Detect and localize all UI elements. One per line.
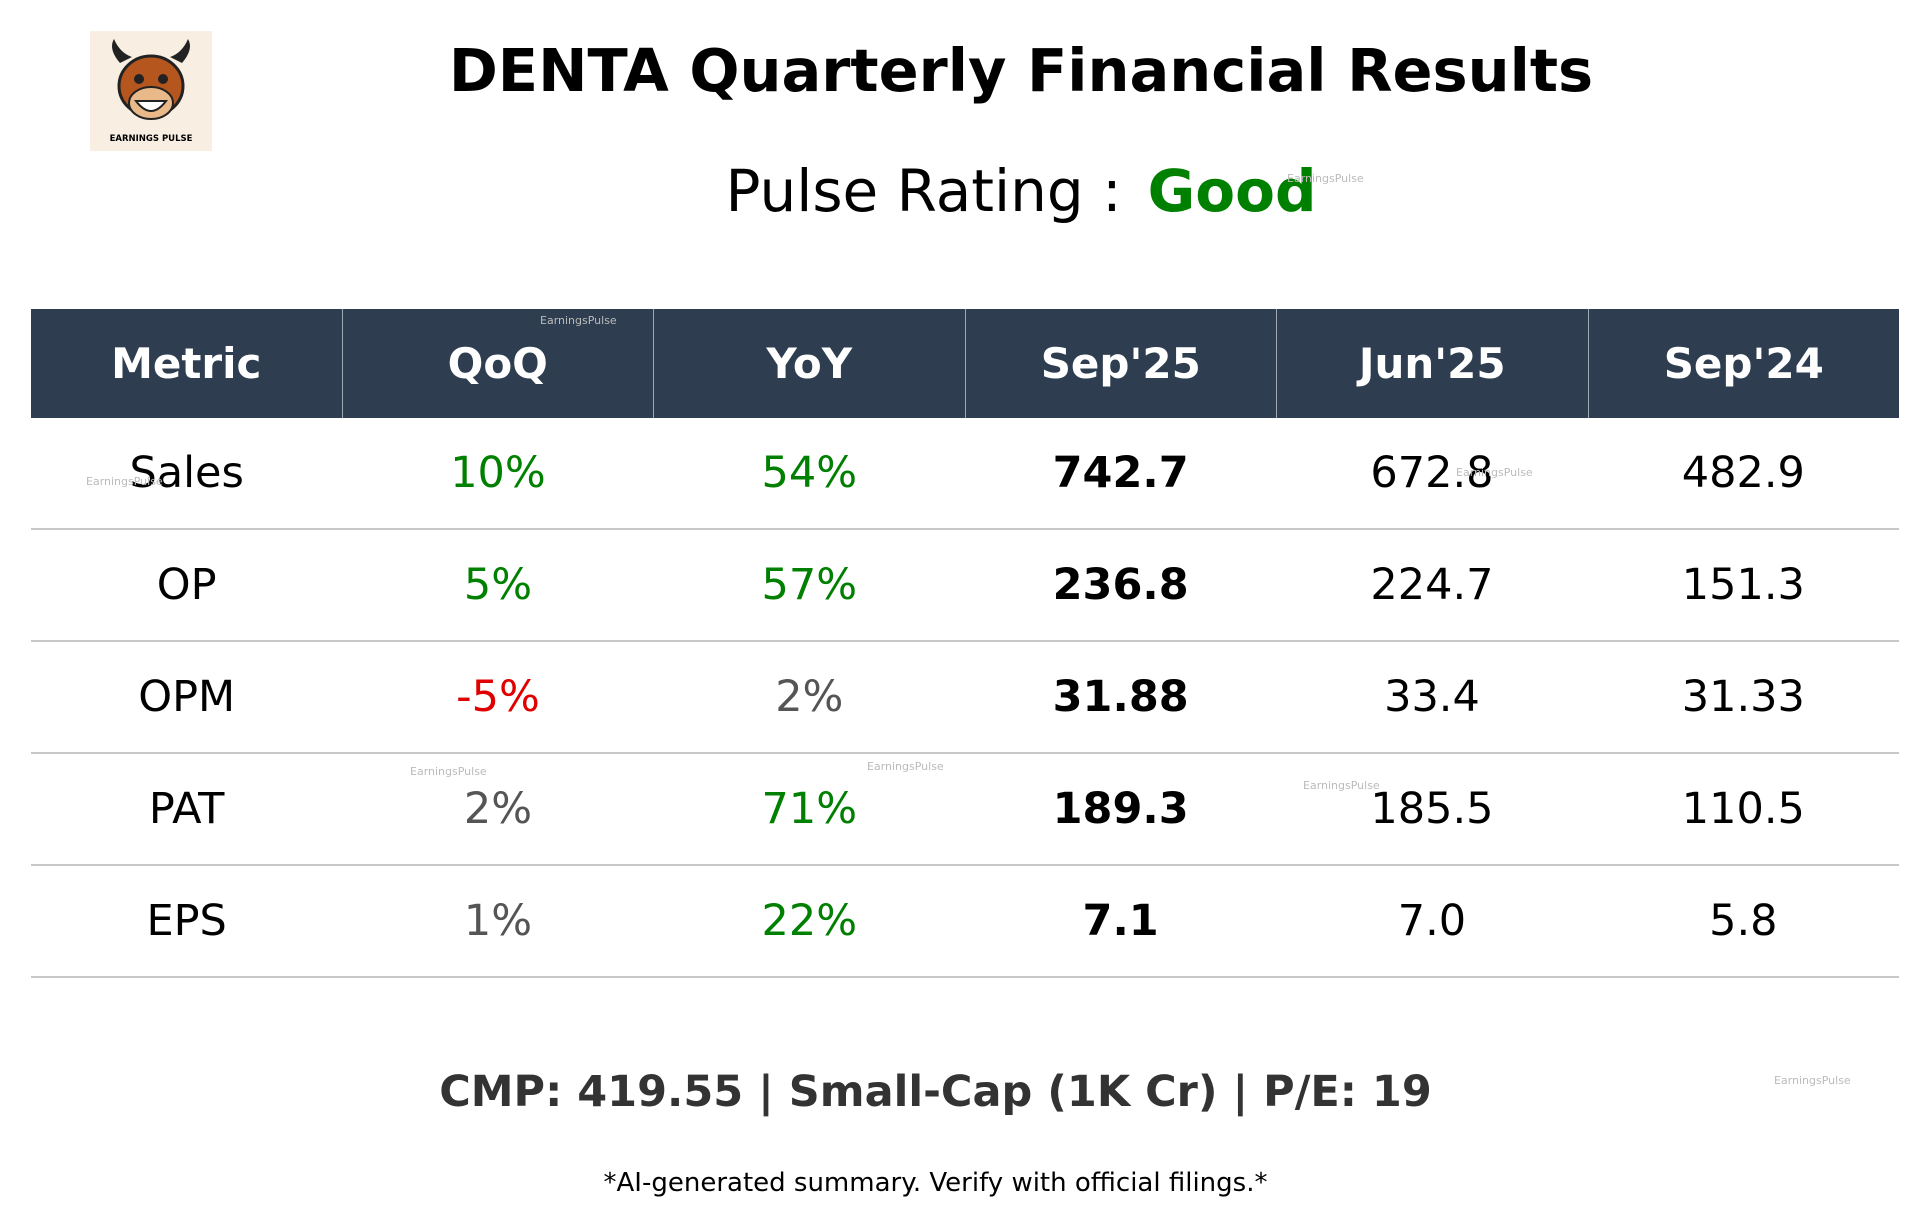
watermark: EarningsPulse — [1774, 1074, 1851, 1087]
table-cell: 22% — [761, 896, 858, 946]
table-cell: 31.33 — [1681, 672, 1805, 722]
table-row: PAT 2% 71% 189.3 185.5 110.5 — [31, 754, 1899, 866]
table-cell: 5% — [463, 560, 533, 610]
table-row: OP 5% 57% 236.8 224.7 151.3 — [31, 530, 1899, 642]
table-cell: 57% — [761, 560, 858, 610]
table-cell: 185.5 — [1370, 784, 1494, 834]
logo: EARNINGS PULSE — [90, 31, 212, 151]
column-header: QoQ — [341, 309, 654, 418]
table-cell: EPS — [146, 896, 227, 946]
results-table: Metric QoQ YoY Sep'25 Jun'25 Sep'24 Sales 10% 54… — [31, 309, 1899, 978]
table-cell: Sales — [129, 448, 244, 498]
table-cell: 1% — [463, 896, 533, 946]
table-cell: 5.8 — [1709, 896, 1778, 946]
table-cell: 672.8 — [1370, 448, 1494, 498]
column-header: Metric — [111, 339, 262, 388]
table-cell: 31.88 — [1052, 672, 1189, 722]
table-cell: 189.3 — [1052, 784, 1189, 834]
table-row: Sales 10% 54% 742.7 672.8 482.9 — [31, 418, 1899, 530]
table-cell: 110.5 — [1681, 784, 1805, 834]
watermark: EarningsPulse — [1287, 172, 1364, 185]
table-cell: 224.7 — [1370, 560, 1494, 610]
table-cell: 7.1 — [1082, 896, 1159, 946]
table-cell: 742.7 — [1052, 448, 1189, 498]
table-cell: 151.3 — [1681, 560, 1805, 610]
watermark: EarningsPulse — [410, 765, 487, 778]
rating-label: Pulse Rating : — [725, 157, 1122, 225]
watermark: EarningsPulse — [867, 760, 944, 773]
table-cell: 2% — [775, 672, 844, 722]
rating: Good — [1147, 157, 1317, 225]
watermark: EarningsPulse — [1303, 779, 1380, 792]
table-cell: 10% — [450, 448, 546, 498]
table-cell: PAT — [148, 784, 225, 834]
table-cell: OP — [156, 560, 217, 610]
logo-text: EARNINGS PULSE — [110, 134, 193, 144]
table-cell: 54% — [761, 448, 858, 498]
watermark: EarningsPulse — [86, 475, 163, 488]
table-cell: 236.8 — [1052, 560, 1189, 610]
column-header: Sep'25 — [964, 309, 1277, 418]
disclaimer: *AI-generated summary. Verify with offic… — [603, 1168, 1268, 1198]
column-header: YoY — [653, 309, 965, 418]
column-header: Sep'24 — [1587, 309, 1900, 418]
table-cell: -5% — [456, 672, 540, 722]
watermark: EarningsPulse — [540, 314, 617, 327]
table-cell: 33.4 — [1384, 672, 1480, 722]
table-row: EPS 1% 22% 7.1 7.0 5.8 — [31, 866, 1899, 978]
table-cell: 482.9 — [1681, 448, 1805, 498]
table-cell: OPM — [138, 672, 236, 722]
table-cell: 2% — [463, 784, 533, 834]
summary: CMP: 419.55 | Small-Cap (1K Cr) | P/E: 1… — [439, 1067, 1432, 1117]
title: DENTA Quarterly Financial Results — [448, 36, 1594, 105]
table-row: OPM -5% 2% 31.88 33.4 31.33 — [31, 642, 1899, 754]
table-cell: 7.0 — [1397, 896, 1467, 946]
watermark: EarningsPulse — [1456, 466, 1533, 479]
column-header: Jun'25 — [1276, 309, 1588, 418]
header-row: Metric QoQ YoY Sep'25 Jun'25 Sep'24 — [31, 309, 1899, 418]
table-cell: 71% — [761, 784, 858, 834]
rating-line: Pulse Rating : Good — [0, 156, 1919, 226]
